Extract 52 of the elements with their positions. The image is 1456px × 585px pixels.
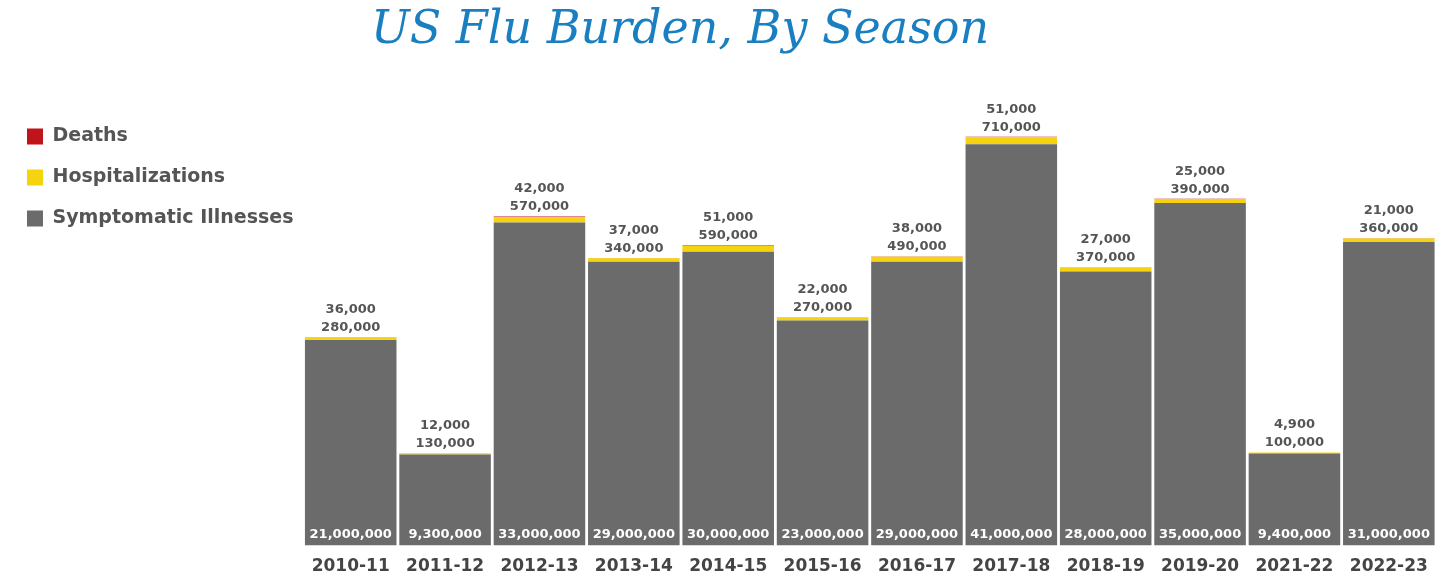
data-label: 9,400,000 [1257,526,1332,542]
x-tick-label: 2022-23 [1349,555,1428,576]
x-tick-label: 2014-15 [689,555,768,576]
data-label: 25,000 [1174,162,1226,178]
legend-label: Hospitalizations [52,164,226,187]
x-tick-label: 2016-17 [877,555,956,576]
data-label: 130,000 [415,435,475,451]
data-label: 33,000,000 [498,526,581,542]
chart-title: US Flu Burden, By Season [370,0,990,54]
data-label: 31,000,000 [1347,526,1430,542]
data-label: 29,000,000 [875,526,959,542]
data-label: 280,000 [321,318,381,334]
data-label: 21,000 [1363,202,1414,218]
data-label: 51,000 [986,100,1037,116]
x-tick-label: 2019-20 [1161,555,1240,576]
data-label: 35,000,000 [1158,526,1242,542]
data-label: 23,000,000 [781,526,864,542]
data-label: 100,000 [1264,434,1325,450]
data-label: 390,000 [1170,180,1230,196]
x-tick-label: 2010-11 [311,555,390,576]
x-tick-label: 2012-13 [500,555,579,576]
x-tick-label: 2017-18 [972,555,1051,576]
data-label: 710,000 [981,118,1041,134]
x-tick-label: 2021-22 [1255,555,1334,576]
data-label: 38,000 [891,220,943,236]
data-label: 21,000,000 [309,526,392,542]
x-tick-label: 2015-16 [783,555,862,576]
data-label: 42,000 [514,180,565,196]
data-label: 22,000 [797,281,848,297]
data-label: 37,000 [608,221,659,237]
data-label: 270,000 [792,299,853,315]
data-label: 370,000 [1076,249,1136,265]
data-label: 27,000 [1080,231,1131,247]
data-label: 4,900 [1273,416,1315,432]
x-tick-label: 2018-19 [1066,555,1145,576]
data-label: 340,000 [604,239,664,255]
legend-label: Deaths [52,123,128,146]
data-label: 12,000 [419,417,471,433]
data-label: 29,000,000 [592,526,675,542]
data-label: 9,300,000 [408,526,482,542]
data-label: 490,000 [887,238,947,254]
data-label: 570,000 [509,198,570,214]
data-label: 30,000,000 [687,526,770,542]
data-label: 41,000,000 [970,526,1053,542]
x-tick-label: 2013-14 [594,555,674,576]
data-label: 28,000,000 [1064,526,1147,542]
data-label: 590,000 [698,227,758,243]
x-tick-label: 2011-12 [406,555,485,576]
legend-label: Symptomatic Illnesses [52,205,294,228]
data-label: 360,000 [1359,220,1419,236]
data-label: 36,000 [325,300,376,316]
data-label: 51,000 [703,209,754,225]
